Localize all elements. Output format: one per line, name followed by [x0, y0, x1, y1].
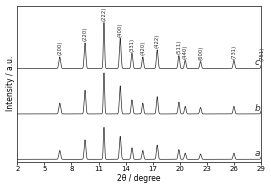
X-axis label: 2θ / degree: 2θ / degree — [117, 174, 161, 184]
Text: (420): (420) — [140, 41, 145, 55]
Text: (400): (400) — [118, 22, 123, 36]
Y-axis label: Intensity / a.u.: Intensity / a.u. — [6, 56, 15, 111]
Text: (751): (751) — [259, 47, 264, 61]
Text: (440): (440) — [183, 44, 188, 59]
Text: b: b — [255, 104, 260, 113]
Text: (331): (331) — [130, 38, 134, 52]
Text: (731): (731) — [231, 44, 236, 59]
Text: (220): (220) — [83, 27, 88, 41]
Text: a: a — [255, 149, 260, 158]
Text: c: c — [255, 58, 260, 67]
Text: (200): (200) — [57, 41, 62, 55]
Text: (422): (422) — [155, 34, 160, 48]
Text: (511): (511) — [176, 40, 181, 54]
Text: (600): (600) — [198, 46, 203, 60]
Text: (222): (222) — [101, 7, 107, 21]
